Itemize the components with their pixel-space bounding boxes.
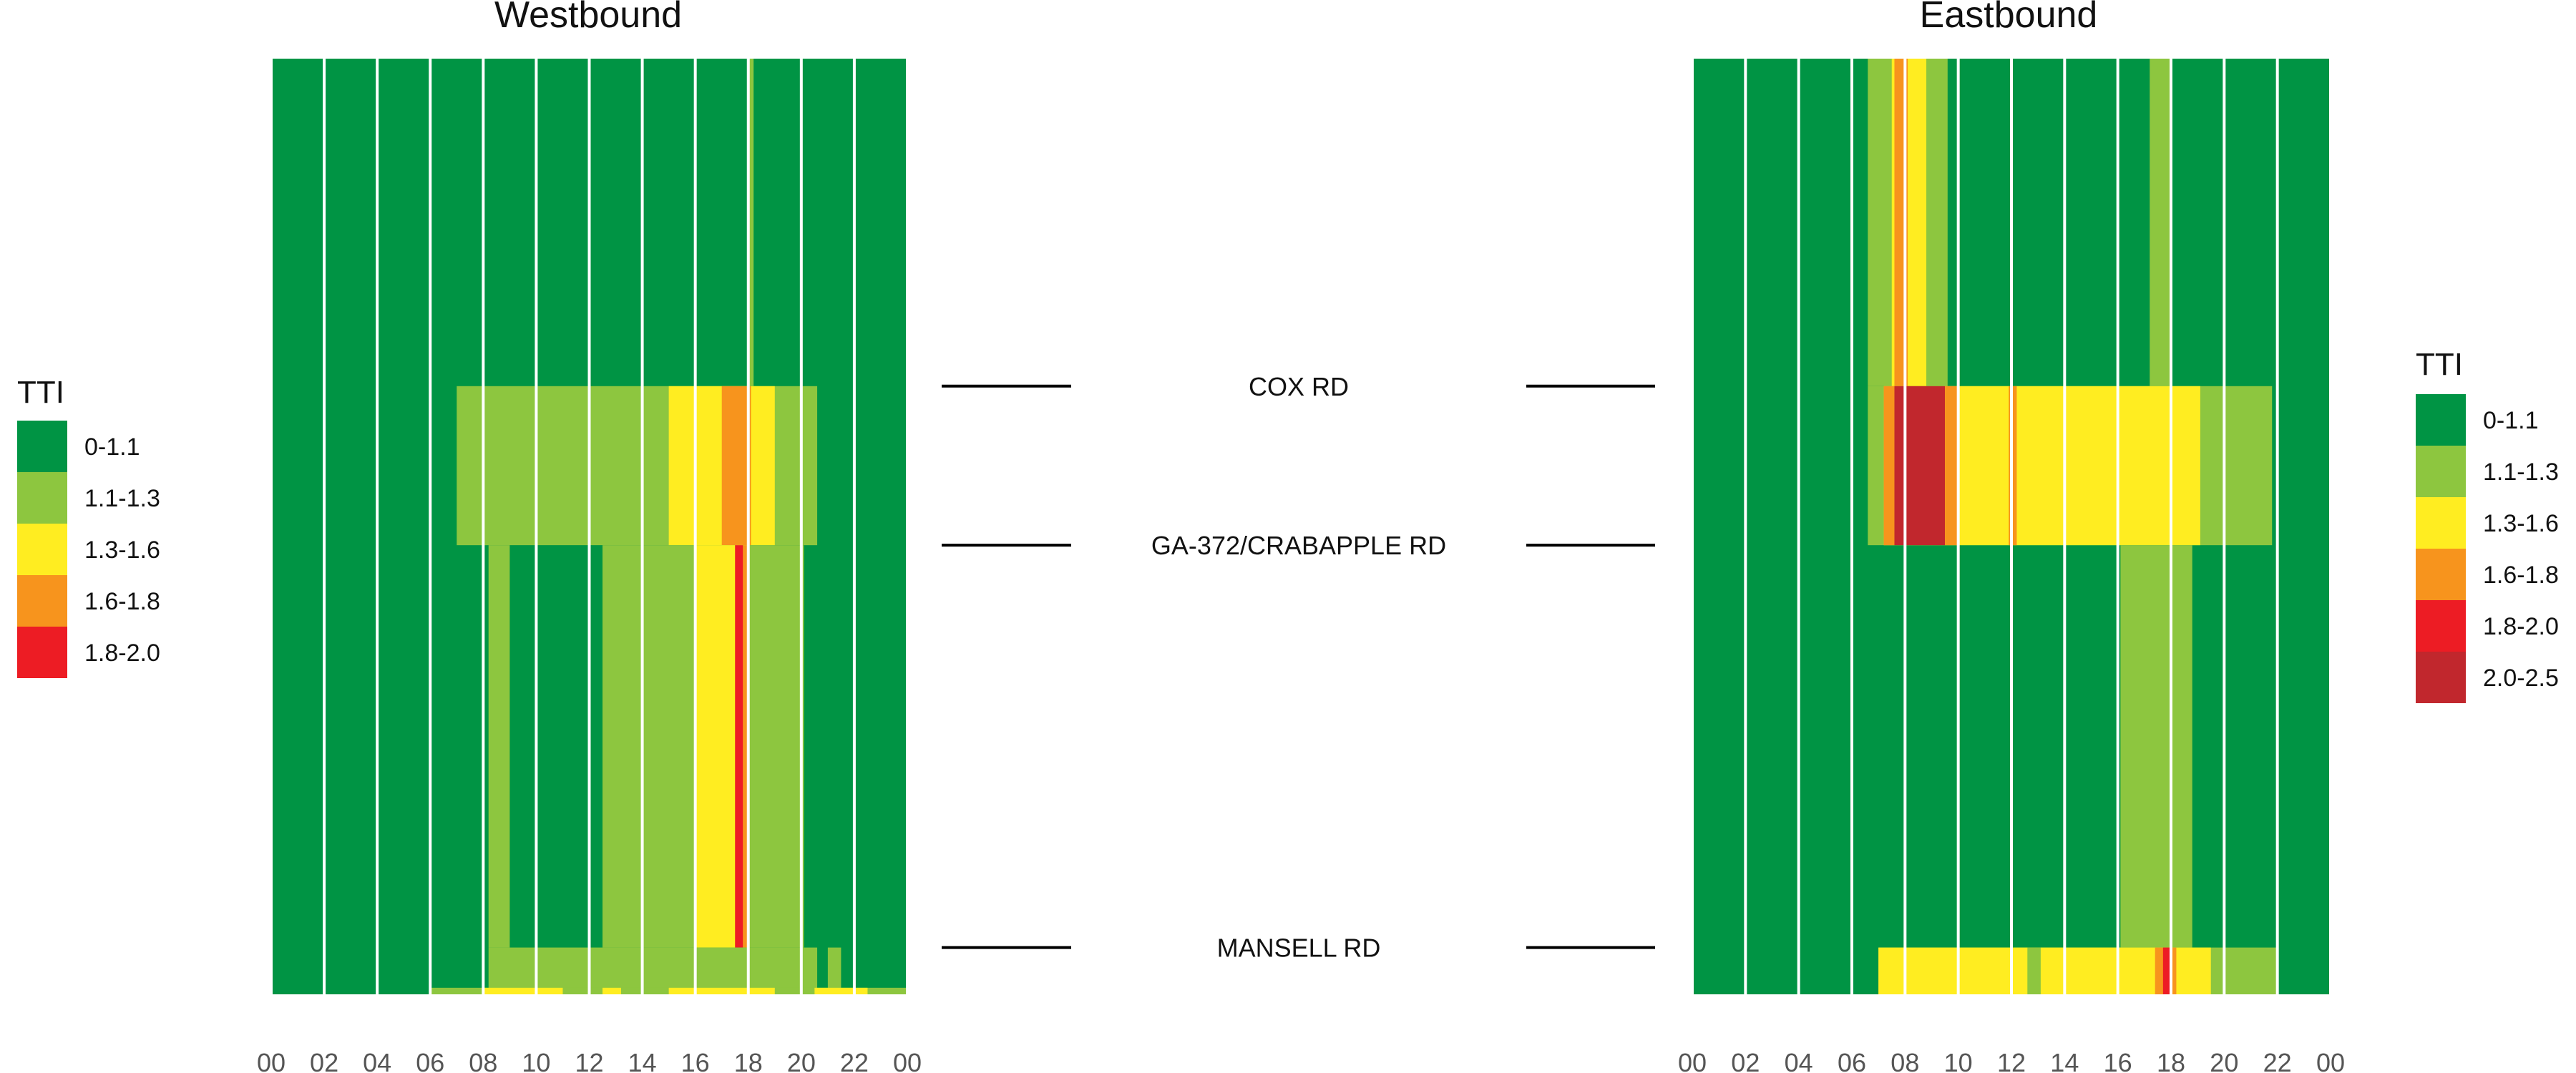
heatmap-cell [2162,947,2171,994]
x-tick-label: 20 [787,1048,816,1073]
heatmap-cell [509,545,603,948]
eastbound-x-axis: 00 02 04 06 08 10 12 14 16 18 20 22 00 [1678,1048,2345,1073]
westbound-title: Westbound [494,0,682,36]
eastbound-legend: TTI 0-1.1 1.1-1.3 1.3-1.6 1.6-1.8 1.8-2.0 2.0-… [2416,347,2559,703]
x-tick-label: 12 [575,1048,603,1073]
legend-title: TTI [17,375,64,410]
heatmap-cell [1894,386,1946,546]
heatmap-cell [483,987,563,994]
x-tick-label: 04 [363,1048,391,1073]
westbound-legend: TTI 0-1.1 1.1-1.3 1.3-1.6 1.6-1.8 1.8-2.0 [17,375,160,678]
x-tick-label: 00 [2316,1048,2345,1073]
x-tick-label: 22 [840,1048,869,1073]
legend-swatch [2416,446,2466,497]
location-label: MANSELL RD [1217,934,1381,963]
x-tick-label: 00 [257,1048,286,1073]
legend-swatch [2416,600,2466,652]
x-tick-label: 10 [1944,1048,1973,1073]
heatmap-cell [2027,947,2041,994]
legend-label: 1.8-2.0 [2483,613,2559,640]
location-label: GA-372/CRABAPPLE RD [1151,531,1446,560]
heatmap-cell [735,545,743,948]
legend-label: 2.0-2.5 [2483,665,2559,692]
x-tick-label: 00 [893,1048,922,1073]
legend-swatch [2416,394,2466,446]
westbound-x-axis: 00 02 04 06 08 10 12 14 16 18 20 22 00 [257,1048,922,1073]
x-tick-label: 18 [2157,1048,2185,1073]
location-labels: COX RD GA-372/CRABAPPLE RD MANSELL RD [942,372,1655,963]
x-tick-label: 14 [2050,1048,2079,1073]
x-tick-label: 22 [2263,1048,2292,1073]
heatmap-cell [1945,386,1958,546]
x-tick-label: 16 [2104,1048,2132,1073]
eastbound-panel: Eastbound 00 02 04 06 08 10 12 14 16 18 20 22 00 [1678,0,2345,1073]
legend-title: TTI [2416,347,2463,382]
legend-label: 0-1.1 [2483,407,2539,434]
legend-label: 1.6-1.8 [2483,562,2559,589]
x-tick-label: 10 [522,1048,550,1073]
x-tick-label: 18 [734,1048,763,1073]
x-tick-label: 20 [2210,1048,2238,1073]
heatmap-cell [814,987,868,994]
legend-swatch [17,421,67,472]
heatmap-cell [827,947,841,994]
heatmap-cell [668,987,775,994]
legend-swatch [2416,497,2466,549]
legend-swatch [17,575,67,627]
westbound-panel: Westbound 00 02 04 06 08 10 12 14 16 18 20 22 00 [257,0,922,1073]
legend-label: 1.3-1.6 [2483,510,2559,537]
eastbound-title: Eastbound [1920,0,2098,36]
x-tick-label: 02 [310,1048,338,1073]
heatmap-cell [743,545,748,948]
heatmap-cell [721,386,751,546]
x-tick-label: 00 [1678,1048,1707,1073]
legend-label: 1.1-1.3 [2483,459,2559,486]
legend-label: 1.3-1.6 [84,536,160,564]
legend-label: 1.1-1.3 [84,485,160,512]
heatmap-cell [602,987,621,994]
x-tick-label: 16 [681,1048,710,1073]
legend-swatch [17,524,67,575]
x-tick-label: 12 [1997,1048,2026,1073]
heatmap-cell [2150,59,2171,386]
legend-label: 1.6-1.8 [84,588,160,615]
location-label: COX RD [1249,372,1349,401]
legend-label: 1.8-2.0 [84,640,160,667]
legend-swatch [2416,652,2466,703]
heatmap-cell [2120,545,2192,948]
legend-swatch [17,472,67,524]
x-tick-label: 06 [416,1048,444,1073]
heatmap-cell [488,947,818,994]
x-tick-label: 04 [1785,1048,1813,1073]
legend-swatch [17,627,67,678]
heatmap-cell [1883,386,1895,546]
x-tick-label: 08 [469,1048,497,1073]
x-tick-label: 02 [1731,1048,1760,1073]
x-tick-label: 08 [1890,1048,1919,1073]
heatmap-cell [748,59,754,386]
x-tick-label: 06 [1838,1048,1866,1073]
westbound-heatmap [270,59,909,994]
legend-label: 0-1.1 [84,433,140,461]
eastbound-heatmap [1691,59,2332,994]
legend-swatch [2416,549,2466,600]
x-tick-label: 14 [628,1048,657,1073]
